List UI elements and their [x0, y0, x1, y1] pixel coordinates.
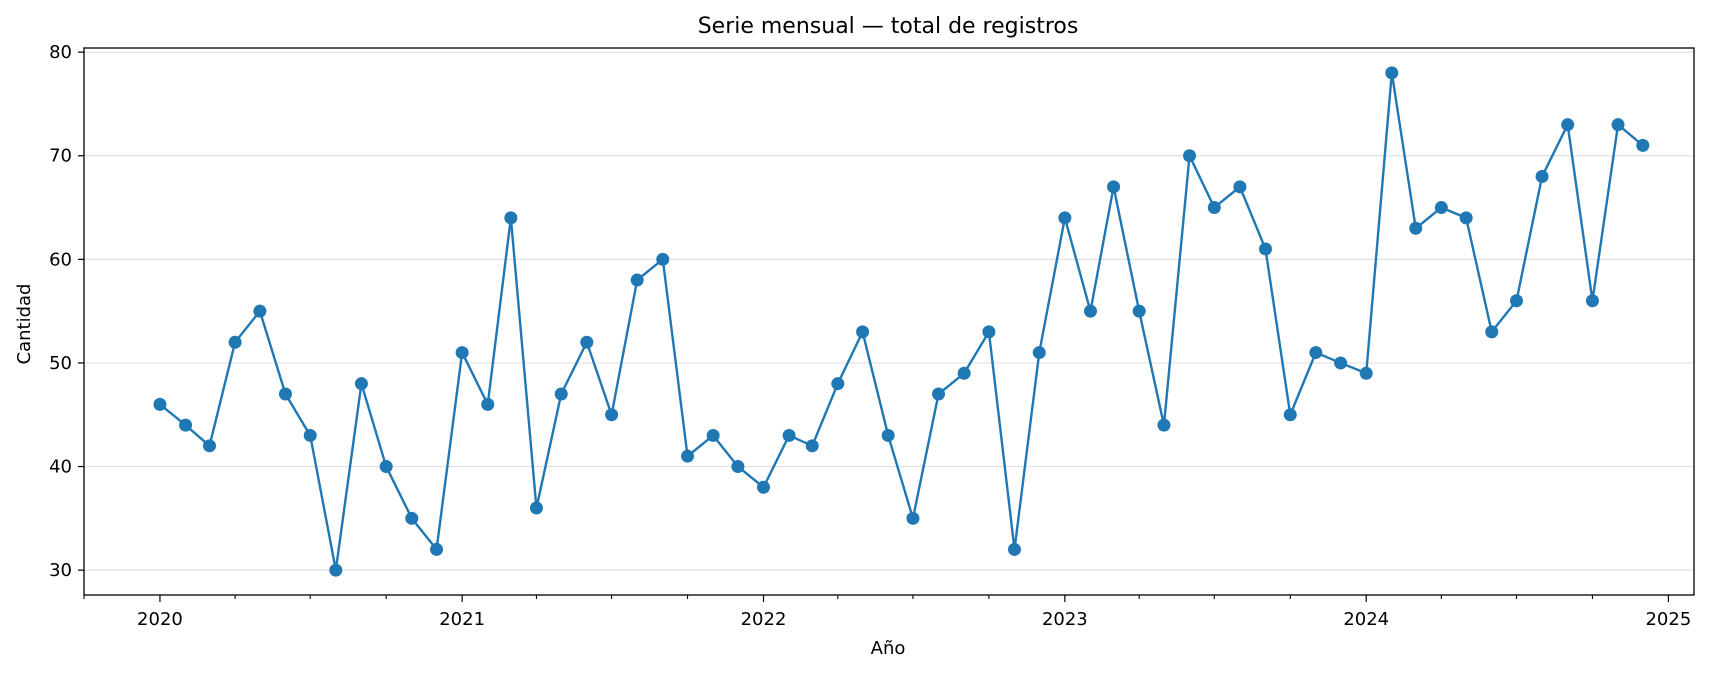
data-point [1485, 325, 1499, 339]
chart-title: Serie mensual — total de registros [698, 14, 1079, 39]
x-axis-label: Año [871, 638, 906, 659]
data-point [1007, 542, 1021, 556]
grid-lines [84, 51, 1694, 571]
data-point [1535, 169, 1549, 183]
data-point [656, 252, 670, 266]
data-point [706, 428, 720, 442]
data-point [303, 428, 317, 442]
data-point [253, 304, 267, 318]
data-point [354, 377, 368, 391]
data-point [278, 387, 292, 401]
data-point [1132, 304, 1146, 318]
data-point [957, 366, 971, 380]
x-tick-label: 2022 [741, 609, 787, 630]
x-axis-ticks: 2020 2021 2022 2023 2024 2025 [83, 595, 1691, 630]
y-tick-label: 40 [49, 457, 72, 478]
x-tick-label: 2025 [1645, 609, 1691, 630]
data-point [379, 460, 393, 474]
data-point [881, 428, 895, 442]
y-tick-label: 60 [49, 249, 72, 270]
data-point [605, 408, 619, 422]
data-point [1032, 346, 1046, 360]
y-axis-label: Cantidad [14, 284, 35, 365]
data-point [228, 335, 242, 349]
data-point [1207, 201, 1221, 215]
data-point [906, 511, 920, 525]
data-point [1058, 211, 1072, 225]
data-point [856, 325, 870, 339]
data-point [1409, 221, 1423, 235]
data-point [681, 449, 695, 463]
data-point [1309, 346, 1323, 360]
y-tick-label: 70 [49, 146, 72, 167]
data-point [982, 325, 996, 339]
y-axis-ticks: 30 40 50 60 70 80 [49, 42, 84, 581]
data-point [481, 397, 495, 411]
data-point [1509, 294, 1523, 308]
data-point [554, 387, 568, 401]
data-point [1107, 180, 1121, 194]
data-point [1359, 366, 1373, 380]
x-tick-label: 2020 [137, 609, 183, 630]
series-line-layer [159, 71, 1644, 572]
data-point [1611, 118, 1625, 132]
data-point [504, 211, 518, 225]
data-point [1258, 242, 1272, 256]
data-point [782, 428, 796, 442]
data-point [1233, 180, 1247, 194]
data-point [1434, 201, 1448, 215]
data-point [580, 335, 594, 349]
data-point [1585, 294, 1599, 308]
y-tick-label: 80 [49, 42, 72, 63]
data-point [329, 563, 343, 577]
x-tick-label: 2024 [1343, 609, 1389, 630]
x-tick-label: 2023 [1042, 609, 1088, 630]
axes [83, 47, 1695, 596]
data-point [153, 397, 167, 411]
data-point [1334, 356, 1348, 370]
data-point [179, 418, 193, 432]
data-point [1636, 138, 1650, 152]
series-line [159, 71, 1644, 572]
data-point [932, 387, 946, 401]
data-point [630, 273, 644, 287]
data-point [1183, 149, 1197, 163]
x-tick-label: 2021 [439, 609, 485, 630]
series-markers [153, 66, 1650, 577]
data-point [757, 480, 771, 494]
data-point [1283, 408, 1297, 422]
data-point [731, 460, 745, 474]
data-point [831, 377, 845, 391]
data-point [455, 346, 469, 360]
plot-frame [83, 47, 1695, 596]
data-point [1157, 418, 1171, 432]
data-point [1459, 211, 1473, 225]
data-point [1083, 304, 1097, 318]
data-point [805, 439, 819, 453]
y-tick-label: 50 [49, 353, 72, 374]
data-point [202, 439, 216, 453]
y-tick-label: 30 [49, 560, 72, 581]
data-point [1561, 118, 1575, 132]
data-point [529, 501, 543, 515]
data-point [405, 511, 419, 525]
data-point [430, 542, 444, 556]
data-point [1385, 66, 1399, 80]
